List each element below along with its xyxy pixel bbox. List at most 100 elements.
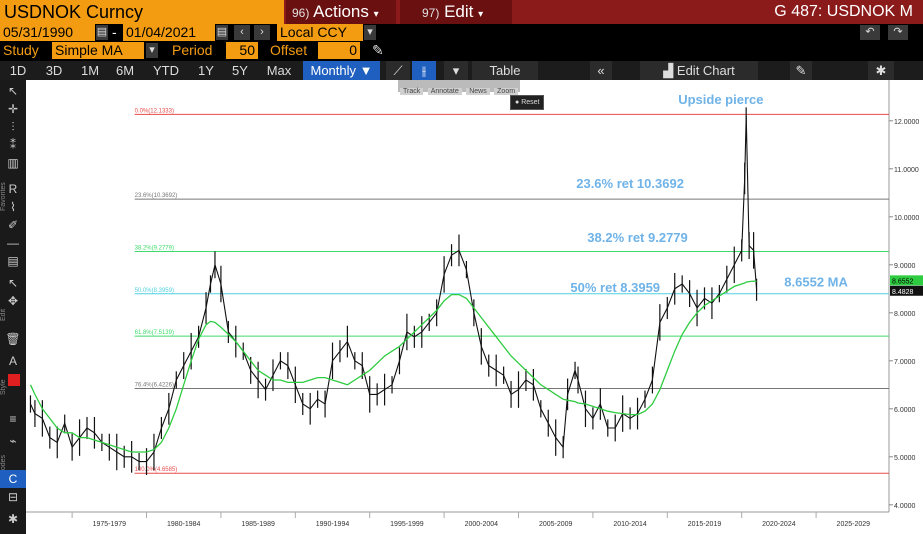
channel-icon[interactable]: ▤: [7, 254, 19, 268]
study-icon[interactable]: ⁑: [10, 138, 16, 152]
chevron-down-icon: ▾: [478, 9, 484, 20]
chevron-down-icon[interactable]: ▾: [444, 61, 468, 80]
fib-level-label: 100.0%(4.6585): [135, 467, 178, 473]
x-tick-label: 1985-1989: [241, 521, 275, 528]
chart-annotation: Upside pierce: [678, 92, 763, 107]
chart-annotation: 8.6552 MA: [784, 274, 848, 289]
chevron-down-icon[interactable]: ▾: [364, 25, 376, 40]
timeframe-ytd[interactable]: YTD: [153, 63, 179, 78]
y-tick-label: 6.0000: [894, 407, 916, 414]
x-axis-panel: [26, 512, 889, 534]
edit-icon[interactable]: ✎: [790, 61, 812, 80]
redo-icon[interactable]: ↷: [888, 25, 908, 40]
x-tick-label: 1980-1984: [167, 521, 201, 528]
chart-area[interactable]: 4.0000 5.0000 6.0000 7.0000 8.0000 9.0000 10.0…: [26, 80, 923, 534]
period-field[interactable]: 50: [226, 42, 258, 59]
calendar-icon[interactable]: ▤: [216, 25, 228, 40]
last-price-tag: [890, 285, 923, 296]
last-ma-value: 8.6552: [892, 278, 914, 285]
line-style-icon[interactable]: ≡: [9, 412, 17, 426]
edit-chart-label: Edit Chart: [676, 63, 735, 78]
chart-toolbar: 1D 3D 1M 6M YTD 1Y 5Y Max Monthly ▼ ⟋ ⫲ …: [0, 61, 923, 80]
x-tick-label: 1990-1994: [316, 521, 350, 528]
page-title: G 487: USDNOK M: [774, 3, 913, 20]
offset-field[interactable]: 0: [318, 42, 360, 59]
pencil-icon[interactable]: ✎: [372, 42, 384, 58]
gear-icon[interactable]: ✱: [7, 512, 19, 526]
y-tick-label: 9.0000: [894, 263, 916, 270]
price-chart[interactable]: 4.0000 5.0000 6.0000 7.0000 8.0000 9.0000 10.0…: [26, 80, 923, 534]
ticker-field[interactable]: USDNOK Curncy: [0, 0, 284, 24]
x-tick-label: 2015-2019: [688, 521, 722, 528]
timeframe-6m[interactable]: 6M: [115, 63, 135, 78]
fib-level-label: 50.0%(8.3959): [135, 288, 174, 294]
reset-button[interactable]: ● Reset: [510, 95, 545, 110]
snap-icon[interactable]: ⊟: [7, 490, 19, 504]
y-tick-label: 4.0000: [894, 503, 916, 510]
currency-select[interactable]: Local CCY: [277, 24, 363, 41]
ruler-icon[interactable]: R: [8, 182, 18, 196]
color-swatch[interactable]: [8, 374, 20, 386]
news-tool[interactable]: News: [466, 88, 490, 95]
x-tick-label: 1975-1979: [93, 521, 127, 528]
chevron-down-icon[interactable]: ▾: [146, 43, 158, 58]
edit-section-label: Edit: [0, 308, 7, 322]
double-chevron-left-icon[interactable]: «: [590, 61, 612, 80]
x-tick-label: 2020-2024: [762, 521, 796, 528]
actions-menu-button[interactable]: 96) Actions ▾: [286, 0, 396, 24]
cursor-icon[interactable]: ↖: [7, 276, 19, 290]
frequency-label: Monthly: [310, 63, 357, 78]
period-label: Period: [172, 42, 213, 58]
horizontal-line-icon[interactable]: —: [7, 236, 19, 250]
date-range-bar: 05/31/1990 ▤ - 01/04/2021 ▤ ‹ › Local CC…: [0, 24, 923, 42]
annotate-tool[interactable]: Annotate: [427, 88, 462, 95]
edit-menu-button[interactable]: 97) Edit ▾: [400, 0, 512, 24]
study-select[interactable]: Simple MA: [52, 42, 144, 59]
timeframe-1m[interactable]: 1M: [80, 63, 100, 78]
chart-icon: ▟: [663, 63, 674, 78]
chevron-left-icon[interactable]: ‹: [234, 25, 250, 40]
mini-toolbar: Track Annotate News Zoom: [398, 80, 521, 95]
table-button[interactable]: Table: [472, 61, 538, 80]
pen-icon[interactable]: ✐: [7, 218, 19, 232]
line-chart-icon[interactable]: ⟋: [386, 61, 410, 80]
mode-c-icon[interactable]: C: [0, 470, 26, 488]
y-tick-label: 5.0000: [894, 455, 916, 462]
text-style-icon[interactable]: A: [8, 354, 17, 368]
move-icon[interactable]: ✥: [7, 294, 19, 308]
last-ma-tag: [890, 275, 923, 286]
study-bar: Study Simple MA ▾ Period 50 Offset 0 ✎: [0, 42, 923, 60]
y-axis-panel: [889, 80, 923, 534]
timeframe-1y[interactable]: 1Y: [198, 63, 214, 78]
gear-icon[interactable]: ✱: [868, 61, 894, 80]
y-tick-label: 8.0000: [894, 311, 916, 318]
bar-chart-icon[interactable]: ⫲: [412, 61, 436, 80]
crosshair-icon[interactable]: ✛: [7, 102, 19, 116]
chart-annotation: 38.2% ret 9.2779: [587, 230, 687, 245]
timeframe-max[interactable]: Max: [266, 63, 292, 78]
frequency-select[interactable]: Monthly ▼: [303, 61, 380, 80]
study-label: Study: [3, 42, 39, 58]
undo-icon[interactable]: ↶: [860, 25, 880, 40]
candle-icon[interactable]: ▥: [7, 156, 19, 170]
edit-label: Edit: [444, 2, 474, 21]
reset-label: Reset: [521, 99, 540, 106]
calendar-icon[interactable]: ▤: [96, 25, 108, 40]
chevron-right-icon[interactable]: ›: [254, 25, 270, 40]
y-tick-label: 12.0000: [894, 119, 919, 126]
track-tool[interactable]: Track: [400, 88, 424, 95]
edit-chart-button[interactable]: ▟ Edit Chart: [640, 61, 758, 80]
timeframe-3d[interactable]: 3D: [45, 63, 63, 78]
magnet-icon[interactable]: ⌁: [9, 434, 17, 448]
y-tick-label: 11.0000: [894, 167, 919, 174]
indicator-icon[interactable]: ⫶: [11, 120, 15, 134]
trash-icon[interactable]: 🗑: [5, 332, 21, 346]
timeframe-1d[interactable]: 1D: [9, 63, 27, 78]
y-tick-label: 7.0000: [894, 359, 916, 366]
timeframe-5y[interactable]: 5Y: [232, 63, 248, 78]
end-date-field[interactable]: 01/04/2021: [123, 24, 215, 41]
pointer-icon[interactable]: ↖: [7, 84, 19, 98]
brush-icon[interactable]: ⌇: [10, 200, 16, 214]
zoom-tool[interactable]: Zoom: [494, 88, 519, 95]
start-date-field[interactable]: 05/31/1990: [0, 24, 95, 41]
